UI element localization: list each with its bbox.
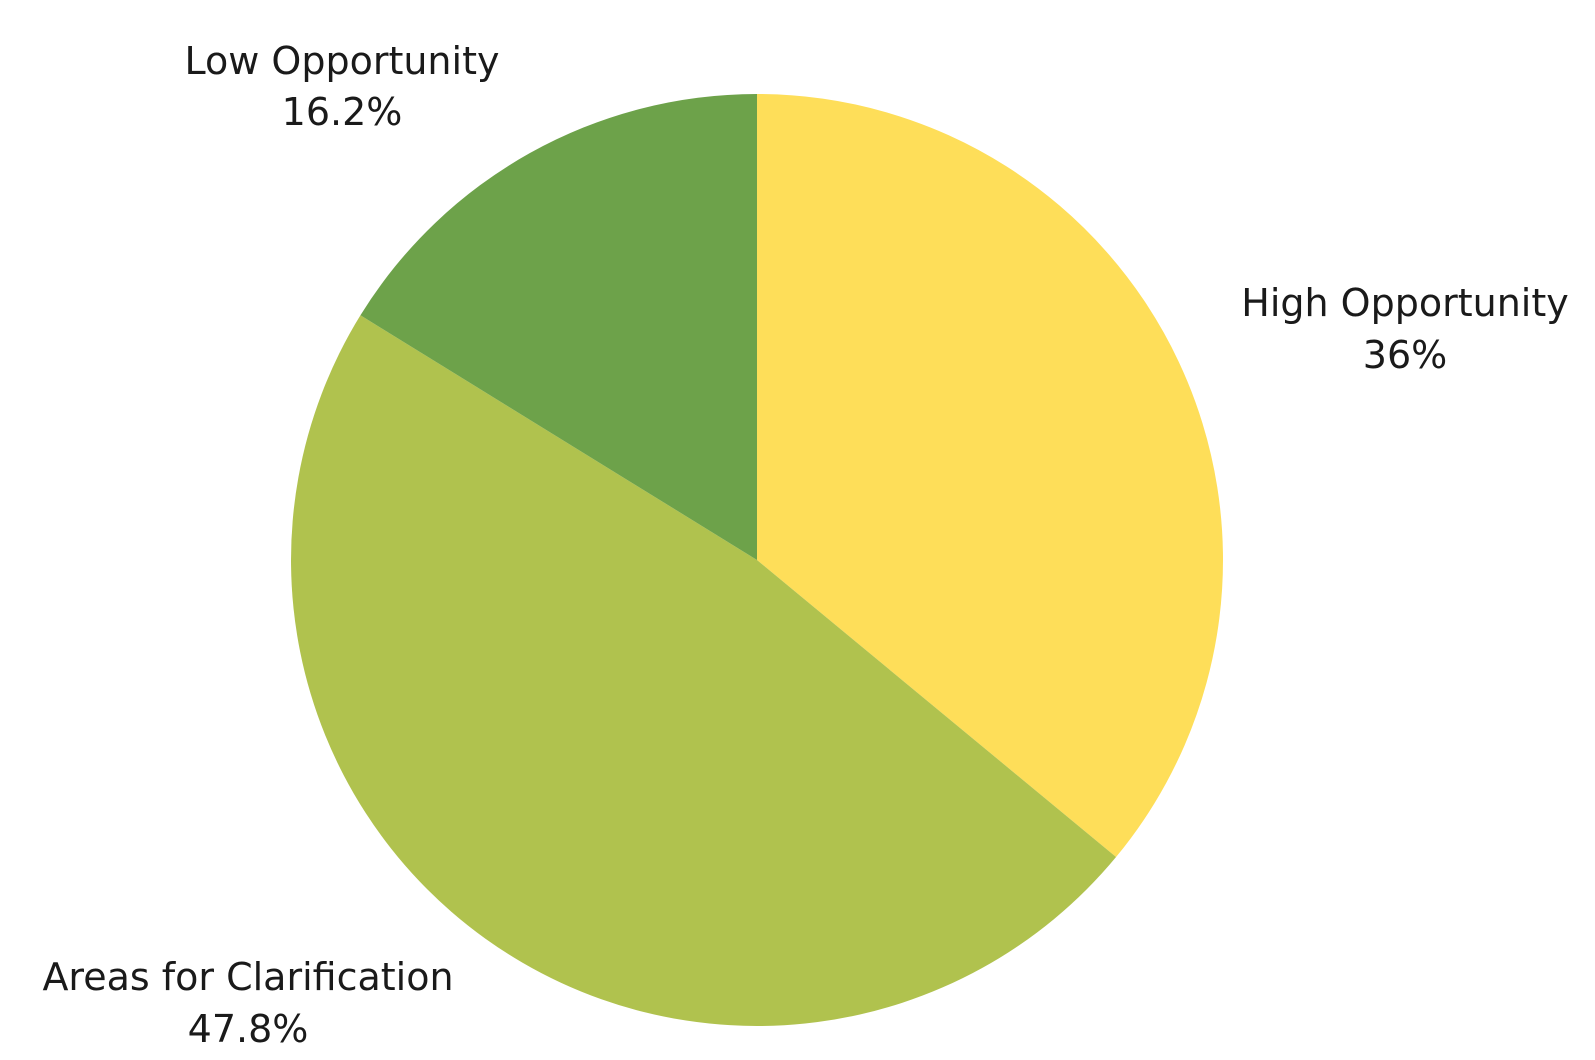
slice-value-low-opportunity: 16.2% (282, 90, 403, 134)
pie-slice-high-opportunity (757, 94, 1224, 858)
slice-label-high-opportunity: High Opportunity (1241, 281, 1568, 325)
pie-slices (291, 94, 1224, 1026)
pie-slice-low-opportunity (360, 94, 757, 560)
slice-value-high-opportunity: 36% (1363, 333, 1447, 377)
slice-label-low-opportunity: Low Opportunity (185, 39, 500, 83)
slice-value-areas-for-clarification: 47.8% (188, 1007, 309, 1051)
pie-labels: High Opportunity 36% Areas for Clarifica… (42, 39, 1568, 1051)
slice-label-areas-for-clarification: Areas for Clarification (42, 955, 453, 999)
pie-slice-areas-for-clarification (291, 315, 1117, 1026)
